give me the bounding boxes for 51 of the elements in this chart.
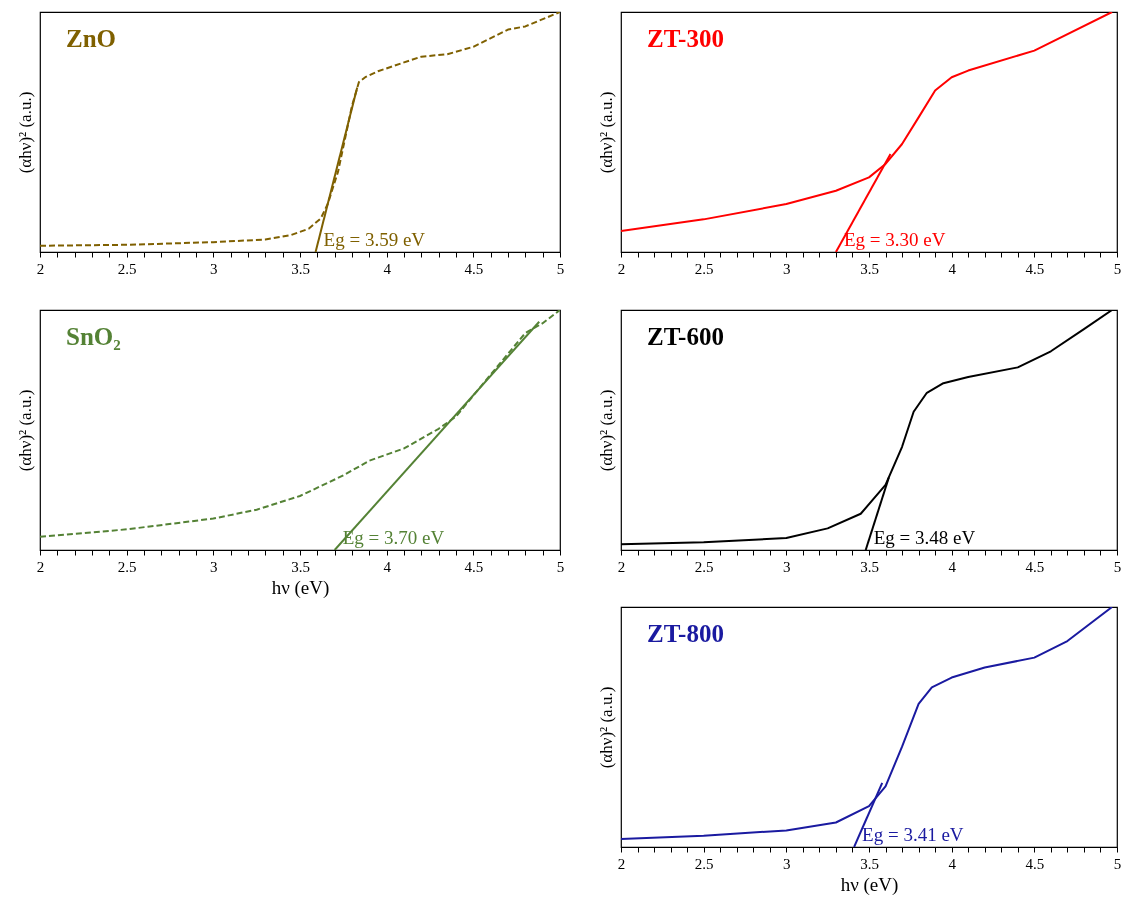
- x-tick-label: 2.5: [694, 558, 714, 575]
- x-tick-label: 3: [783, 558, 791, 575]
- text: ZT-300: [647, 25, 724, 52]
- x-tick-label: 3: [783, 855, 791, 872]
- x-tick-label: 5: [556, 260, 565, 277]
- x-tick-label: 4.5: [1025, 558, 1045, 575]
- y-axis-title: (αhν)² (a.u.): [596, 686, 616, 769]
- x-tick-label: 3: [210, 260, 218, 277]
- x-tick-label: 3.5: [860, 855, 879, 872]
- text: SnO₂: [66, 323, 121, 350]
- x-tick-label: 4.5: [464, 558, 484, 575]
- annotation: Eg = 3.48 eV: [873, 527, 976, 548]
- x-tick-label: 3.5: [291, 260, 310, 277]
- x-tick-label: 2: [617, 260, 626, 277]
- y-axis-title: (αhν)² (a.u.): [15, 389, 35, 472]
- x-tick-label: 4: [383, 558, 392, 575]
- x-tick-label: 5: [1113, 260, 1122, 277]
- x-tick-label: 2: [36, 558, 45, 575]
- x-tick-label: 3: [783, 260, 791, 277]
- x-tick-label: 4: [948, 558, 957, 575]
- x-tick-label: 4.5: [1025, 855, 1045, 872]
- x-tick-label: 4.5: [464, 260, 484, 277]
- y-axis-title: (αhν)² (a.u.): [596, 389, 616, 472]
- x-tick-label: 2: [617, 558, 626, 575]
- text: ZT-600: [647, 323, 724, 350]
- y-axis-title: (αhν)² (a.u.): [15, 91, 35, 174]
- x-tick-label: 5: [1113, 855, 1122, 872]
- x-tick-label: 3.5: [860, 260, 879, 277]
- x-tick-label: 3: [210, 558, 218, 575]
- y-axis-title: (αhν)² (a.u.): [596, 91, 616, 174]
- x-tick-label: 5: [556, 558, 565, 575]
- x-tick-label: 2.5: [694, 855, 714, 872]
- x-tick-label: 4.5: [1025, 260, 1045, 277]
- x-tick-label: 2.5: [117, 260, 137, 277]
- x-tick-label: 4: [948, 260, 957, 277]
- text: ZT-800: [647, 620, 724, 647]
- x-tick-label: 2.5: [694, 260, 714, 277]
- x-tick-label: 2: [36, 260, 45, 277]
- x-tick-label: 4: [948, 855, 957, 872]
- x-axis-title: hν (eV): [840, 873, 899, 896]
- x-tick-label: 2.5: [117, 558, 137, 575]
- annotation: Eg = 3.41 eV: [862, 824, 964, 845]
- x-tick-label: 3.5: [860, 558, 879, 575]
- x-tick-label: 5: [1113, 558, 1122, 575]
- annotation: Eg = 3.59 eV: [323, 229, 426, 250]
- text: ZnO: [66, 25, 117, 52]
- x-tick-label: 4: [383, 260, 392, 277]
- x-axis-title: hν (eV): [271, 576, 330, 599]
- x-tick-label: 3.5: [291, 558, 310, 575]
- x-tick-label: 2: [617, 855, 626, 872]
- annotation: Eg = 3.30 eV: [843, 229, 946, 250]
